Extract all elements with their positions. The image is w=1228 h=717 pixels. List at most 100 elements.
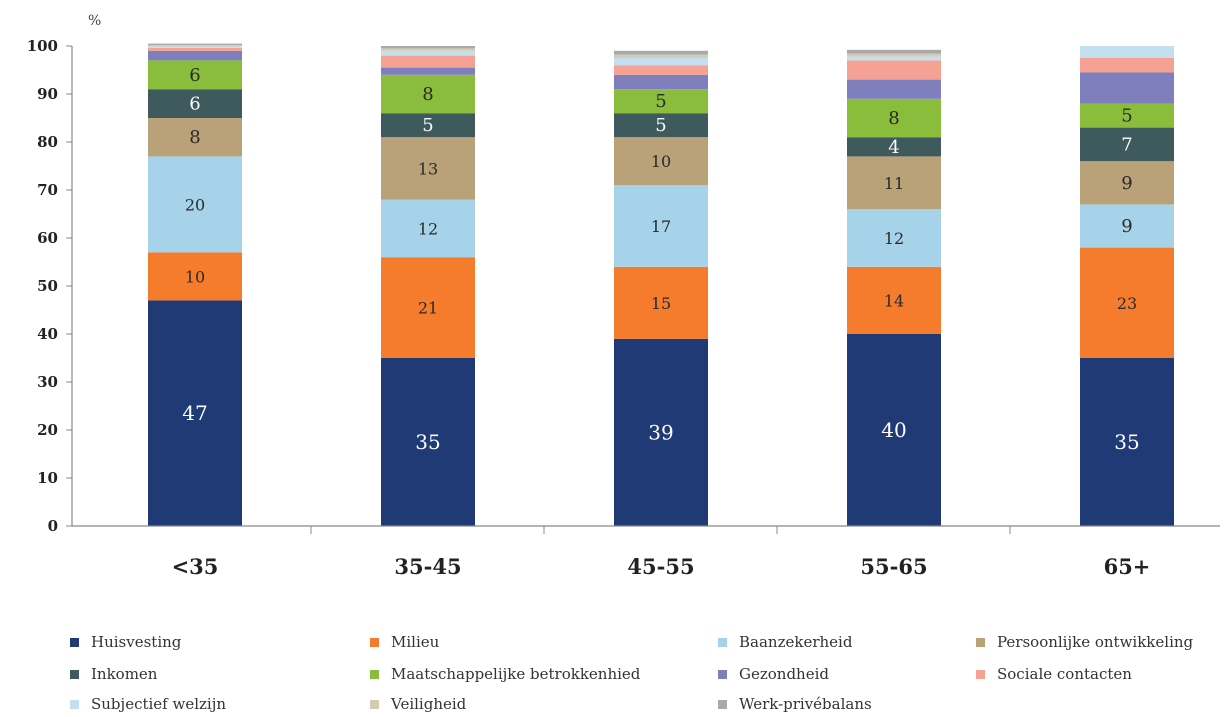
bar-data-label: 4 (888, 137, 899, 158)
legend-label: Milieu (391, 633, 440, 651)
bar-segment (1080, 204, 1174, 248)
bar-data-label: 20 (185, 195, 205, 214)
x-tick-label: 65+ (1104, 554, 1151, 579)
bar-segment (847, 266, 941, 334)
legend-label: Maatschappelijke betrokkenhied (391, 665, 641, 683)
legend-label: Gezondheid (739, 665, 829, 683)
bar-segment (148, 252, 242, 301)
bar-segment (381, 48, 475, 51)
bar-data-label: 5 (655, 115, 666, 136)
legend-label: Sociale contacten (997, 665, 1132, 683)
bar-segment (847, 209, 941, 267)
bar-data-label: 6 (189, 94, 200, 115)
y-tick-label: 0 (48, 517, 58, 535)
legend-swatch (70, 699, 79, 709)
bar-segment (381, 74, 475, 114)
legend-item: Sociale contacten (976, 663, 1132, 685)
bar-data-label: 8 (422, 84, 433, 105)
bar-segment (381, 358, 475, 526)
x-tick-label: 45-55 (627, 554, 694, 579)
bar-segment (847, 60, 941, 80)
bar-segment (614, 137, 708, 186)
bar-segment (614, 65, 708, 75)
bar-segment (148, 46, 242, 48)
bar-segment (614, 185, 708, 267)
bar-data-label: 10 (185, 267, 205, 286)
y-tick-label: 90 (37, 85, 58, 103)
legend-swatch (370, 637, 379, 647)
bar-segment (1080, 161, 1174, 205)
legend-swatch (718, 637, 727, 647)
legend-item: Subjectief welzijn (70, 693, 226, 715)
legend-item: Werk-privébalans (718, 693, 872, 715)
legend-item: Huisvesting (70, 631, 181, 653)
legend-label: Subjectief welzijn (91, 695, 227, 713)
chart-legend: Huisvesting Milieu Baanzekerheid Persoonlij… (70, 626, 1228, 716)
bar-segment (614, 58, 708, 66)
legend-item: Veiligheid (370, 693, 466, 715)
legend-item: Inkomen (70, 663, 157, 685)
bar-data-label: 5 (1121, 106, 1132, 127)
bar-segment (847, 137, 941, 157)
x-tick-label: <35 (172, 554, 219, 579)
bar-data-label: 12 (884, 229, 904, 248)
bar-segment (1080, 46, 1174, 58)
bar-segment (847, 79, 941, 99)
bar-segment (148, 300, 242, 526)
bar-data-label: 15 (651, 294, 671, 313)
bar-data-label: 9 (1121, 173, 1132, 194)
bar-data-label: 35 (1114, 430, 1139, 454)
bar-segment (614, 54, 708, 58)
bar-data-label: 10 (651, 152, 671, 171)
bar-segment (381, 257, 475, 358)
x-tick-label: 55-65 (860, 554, 927, 579)
bar-segment (1080, 103, 1174, 128)
bar-segment (148, 118, 242, 157)
bar-segment (148, 43, 242, 46)
legend-item: Maatschappelijke betrokkenhied (370, 663, 640, 685)
legend-label: Huisvesting (91, 633, 182, 651)
bar-segment (381, 137, 475, 200)
bar-segment (148, 156, 242, 253)
bar-data-label: 5 (655, 91, 666, 112)
y-tick-label: 10 (37, 469, 58, 487)
bar-data-label: 47 (182, 401, 207, 425)
bar-segment (381, 113, 475, 138)
legend-item: Milieu (370, 631, 439, 653)
bar-segment (381, 46, 475, 49)
bar-segment (148, 50, 242, 61)
bar-segment (381, 67, 475, 75)
legend-swatch (70, 637, 79, 647)
bar-segment (847, 56, 941, 61)
legend-label: Werk-privébalans (739, 695, 872, 713)
bar-segment (1080, 58, 1174, 73)
bar-segment (614, 113, 708, 138)
bar-segment (381, 199, 475, 258)
y-tick-label: 100 (27, 37, 58, 55)
legend-label: Inkomen (91, 665, 158, 683)
bar-data-label: 21 (418, 299, 438, 318)
legend-item: Baanzekerheid (718, 631, 852, 653)
bar-data-label: 17 (651, 217, 671, 236)
legend-item: Gezondheid (718, 663, 829, 685)
bar-segment (614, 266, 708, 339)
bar-data-label: 35 (415, 430, 440, 454)
legend-label: Persoonlijke ontwikkeling (997, 633, 1194, 651)
bar-data-label: 14 (884, 291, 904, 310)
bar-segment (614, 50, 708, 55)
bar-data-label: 11 (884, 174, 904, 193)
bar-segment (614, 338, 708, 526)
y-tick-label: 80 (37, 133, 58, 151)
bar-segment (614, 89, 708, 114)
bar-segment (148, 60, 242, 90)
bar-data-label: 6 (189, 65, 200, 86)
y-tick-label: 40 (37, 325, 58, 343)
y-axis-label: % (88, 13, 101, 29)
y-tick-label: 30 (37, 373, 58, 391)
bar-segment (1080, 72, 1174, 104)
legend-swatch (976, 637, 985, 647)
y-tick-label: 50 (37, 277, 58, 295)
bar-segment (1080, 127, 1174, 162)
bar-segment (847, 49, 941, 54)
bar-segment (847, 53, 941, 57)
